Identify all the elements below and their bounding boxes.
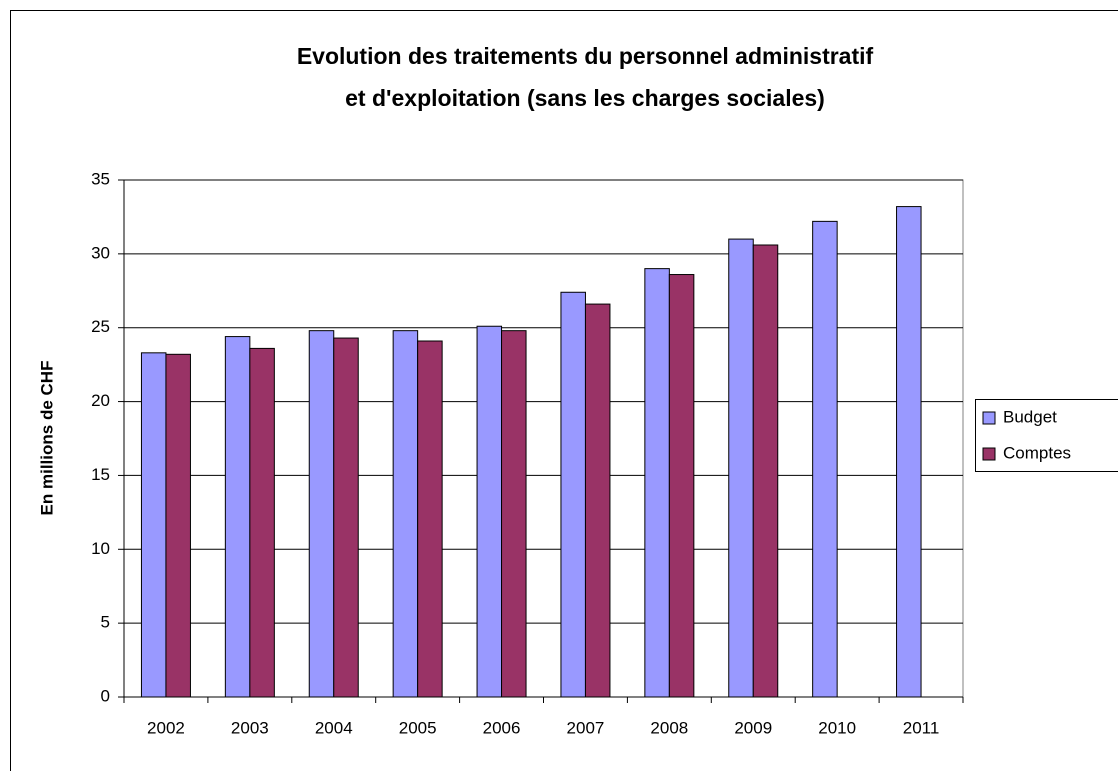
bar xyxy=(501,330,527,698)
x-tick-label: 2009 xyxy=(734,718,772,737)
bar xyxy=(644,268,670,698)
bar xyxy=(140,352,167,698)
x-tick-label: 2005 xyxy=(399,718,437,737)
x-tick-label: 2010 xyxy=(818,718,856,737)
x-tick-label: 2003 xyxy=(231,718,269,737)
bar xyxy=(812,220,838,698)
chart-title: Evolution des traitements du personnel a… xyxy=(297,43,874,69)
legend-swatch xyxy=(982,447,996,461)
bar xyxy=(417,340,443,698)
y-tick-label: 10 xyxy=(91,539,110,558)
y-tick-label: 25 xyxy=(91,317,110,336)
y-axis-label: En millions de CHF xyxy=(37,361,56,516)
x-tick-label: 2002 xyxy=(147,718,185,737)
y-tick-label: 15 xyxy=(91,465,110,484)
bar xyxy=(728,238,754,698)
legend-label: Budget xyxy=(1003,407,1057,426)
bar xyxy=(392,330,419,698)
y-tick-label: 35 xyxy=(91,169,110,188)
bar xyxy=(584,303,611,698)
bar xyxy=(896,206,922,698)
bar xyxy=(224,336,251,698)
bar xyxy=(476,325,503,698)
bar xyxy=(249,347,275,698)
bar xyxy=(333,337,359,698)
x-tick-label: 2006 xyxy=(483,718,521,737)
x-tick-label: 2011 xyxy=(903,718,940,737)
bar xyxy=(308,330,335,698)
bar xyxy=(560,291,586,698)
y-tick-label: 20 xyxy=(91,391,110,410)
bar xyxy=(668,274,695,698)
x-tick-label: 2007 xyxy=(567,718,605,737)
legend-box xyxy=(975,399,1118,472)
y-tick-label: 5 xyxy=(101,613,110,632)
bar xyxy=(752,244,779,698)
x-tick-label: 2004 xyxy=(315,718,353,737)
y-tick-label: 30 xyxy=(91,243,110,262)
y-tick-label: 0 xyxy=(101,686,110,705)
legend-swatch xyxy=(982,411,996,425)
bar xyxy=(165,353,191,698)
legend-label: Comptes xyxy=(1003,443,1071,462)
x-tick-label: 2008 xyxy=(650,718,688,737)
chart-title: et d'exploitation (sans les charges soci… xyxy=(345,85,825,111)
